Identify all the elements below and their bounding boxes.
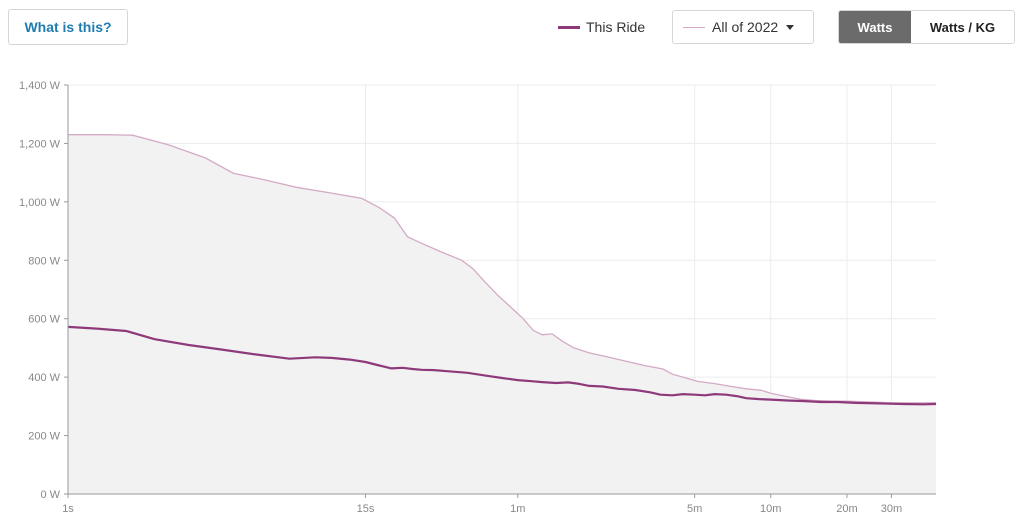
watts-toggle-button[interactable]: Watts xyxy=(839,11,911,43)
x-tick-label: 15s xyxy=(357,503,375,515)
unit-toggle: Watts Watts / KG xyxy=(838,10,1015,44)
x-tick-label: 30m xyxy=(881,503,902,515)
this-ride-line xyxy=(67,325,937,406)
x-tick-label: 10m xyxy=(760,503,781,515)
y-tick-label: 0 W xyxy=(40,489,60,501)
x-tick-label: 1m xyxy=(510,503,525,515)
y-tick-label: 200 W xyxy=(28,431,60,443)
what-is-this-button[interactable]: What is this? xyxy=(8,9,128,45)
y-tick-label: 1,200 W xyxy=(19,138,61,150)
x-tick-label: 20m xyxy=(836,503,857,515)
chart-series xyxy=(67,134,937,494)
x-tick-label: 5m xyxy=(687,503,702,515)
y-tick-label: 800 W xyxy=(28,255,60,267)
y-tick-label: 400 W xyxy=(28,372,60,384)
compare-period-dropdown[interactable]: All of 2022 xyxy=(672,10,814,44)
y-tick-label: 1,000 W xyxy=(19,197,61,209)
compare-period-label: All of 2022 xyxy=(712,19,779,35)
y-tick-label: 600 W xyxy=(28,314,60,326)
chart-axes: 0 W 200 W 400 W 600 W 800 W 1,000 W 1,200 W 1,4… xyxy=(19,80,936,515)
all-of-2022-line xyxy=(68,134,937,404)
x-tick-label: 1s xyxy=(62,503,74,515)
legend-this-ride-label: This Ride xyxy=(586,19,646,35)
y-tick-label: 1,400 W xyxy=(19,80,61,92)
compare-legend-swatch xyxy=(683,26,705,28)
legend-this-ride: This Ride xyxy=(558,17,645,37)
watts-per-kg-toggle-button[interactable]: Watts / KG xyxy=(911,11,1014,43)
all-of-2022-area xyxy=(68,134,936,494)
this-ride-legend-swatch xyxy=(558,25,580,29)
caret-down-icon xyxy=(786,24,795,30)
